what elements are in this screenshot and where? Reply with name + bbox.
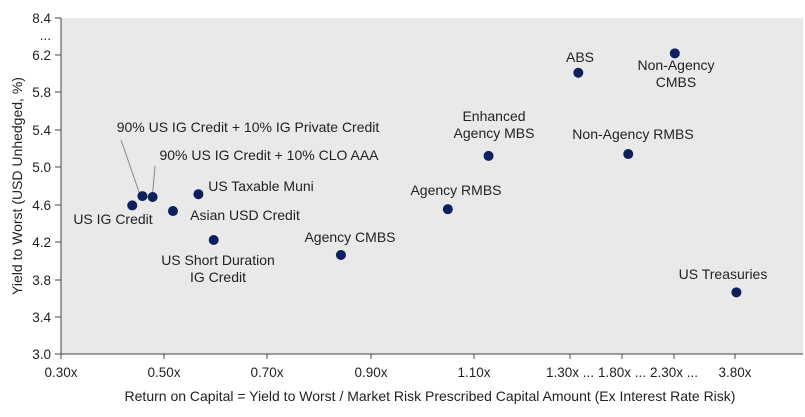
y-axis-title: Yield to Worst (USD Unhedged, %) (9, 77, 25, 295)
data-point (147, 192, 158, 203)
x-tick-label: 3.80x (718, 365, 751, 380)
data-label: US Taxable Muni (208, 178, 314, 194)
y-tick-label: 8.4 (32, 11, 51, 26)
leader-line (152, 165, 156, 194)
leader-line (120, 139, 140, 194)
y-tick-label: 5.4 (32, 123, 51, 138)
y-tick-label: 5.8 (32, 85, 51, 100)
data-point (669, 48, 680, 59)
data-point (167, 206, 178, 217)
y-tick-label: 3.4 (32, 310, 51, 325)
data-label: 90% US IG Credit + 10% CLO AAA (159, 147, 379, 163)
data-label: ABS (566, 49, 594, 65)
y-tick-label: 4.6 (32, 198, 51, 213)
x-tick-label: 2.30x ... (650, 365, 698, 380)
data-points (127, 48, 742, 298)
x-tick-label: 0.70x (250, 365, 283, 380)
x-tick-label: 0.90x (354, 365, 387, 380)
x-axis-ticks: 0.30x 0.50x 0.70x 0.90x 1.10x 1.30x ... 1.80x … (44, 354, 752, 380)
data-point (483, 150, 494, 161)
data-label: 90% US IG Credit + 10% IG Private Credit (117, 119, 380, 135)
data-label: Enhanced Agency MBS (454, 108, 535, 141)
x-tick-label: 1.80x ... (598, 365, 646, 380)
x-tick-label: 0.30x (44, 365, 77, 380)
data-label: US Short Duration IG Credit (161, 252, 275, 285)
data-point (731, 287, 742, 298)
data-label: Non-Agency CMBS (637, 57, 714, 90)
y-axis-ticks: 3.0 3.4 3.8 4.2 4.6 5.0 5.4 5.8 6.2... 8.4 (32, 11, 61, 362)
x-tick-label: 0.50x (147, 365, 180, 380)
data-label: Agency CMBS (304, 229, 395, 245)
data-label: Non-Agency RMBS (572, 126, 693, 142)
y-tick-label: 6.2 (32, 48, 51, 63)
leader-lines (120, 139, 156, 194)
data-point (127, 200, 138, 211)
plot-area (61, 18, 803, 354)
x-tick-label: 1.30x ... (546, 365, 594, 380)
data-label: Asian USD Credit (190, 207, 300, 223)
data-point (193, 189, 204, 200)
data-point (335, 249, 346, 260)
data-labels: US IG Credit 90% US IG Credit + 10% IG Pr… (73, 49, 767, 285)
data-point (442, 204, 453, 215)
data-label: US IG Credit (73, 211, 152, 227)
y-tick-label: 3.0 (32, 347, 51, 362)
y-tick-label: 3.8 (32, 273, 51, 288)
y-tick-label: ... (40, 28, 51, 43)
data-point (623, 149, 634, 160)
data-label: US Treasuries (679, 266, 768, 282)
data-point (573, 67, 584, 78)
data-point (208, 235, 219, 246)
data-label: Agency RMBS (410, 182, 501, 198)
y-tick-label: 5.0 (32, 160, 51, 175)
x-tick-label: 1.10x (457, 365, 490, 380)
y-tick-label: 4.2 (32, 235, 51, 250)
x-axis-title: Return on Capital = Yield to Worst / Mar… (125, 388, 736, 404)
data-point (137, 191, 148, 202)
